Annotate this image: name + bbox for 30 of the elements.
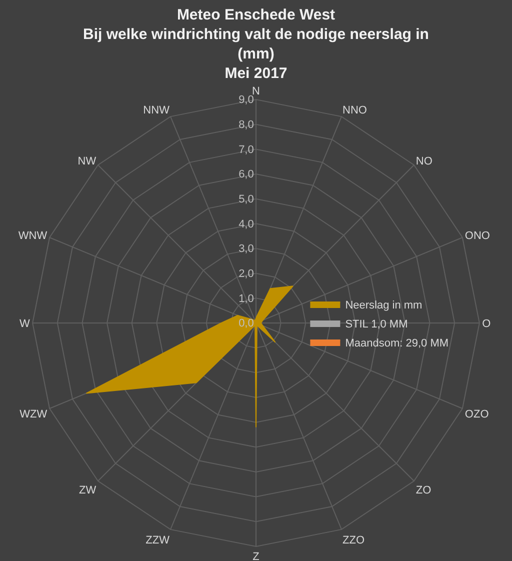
y-tick-label: 7,0 [238,144,254,156]
y-tick-label: 8,0 [238,118,254,131]
y-tick-label: 2,0 [238,268,254,280]
spoke-label: NO [416,155,433,168]
y-tick-label: 6,0 [238,168,254,181]
spoke-label: NNO [342,104,368,117]
spoke-label: ZW [78,484,97,496]
y-tick-label: 0,0 [238,318,254,330]
spoke-label: WZW [20,408,48,420]
spoke-label: NNW [143,104,170,117]
spoke-label: ZO [416,484,432,496]
chart-title: Meteo Enschede West Bij welke windrichting valt de nodige neerslag in (mm) Mei 2017 [83,6,429,82]
legend-label: STIL 1,0 MM [345,318,408,330]
legend-label: Neerslag in mm [345,299,422,312]
spoke-label: W [19,318,30,330]
y-tick-label: 4,0 [238,218,254,230]
spoke-label: ZZO [342,534,365,547]
spoke-label: N [252,86,260,98]
spoke-label: O [482,318,492,330]
spoke-label: WNW [18,230,48,242]
spoke-label: ONO [464,230,490,242]
legend-label: Maandsom: 29,0 MM [345,337,449,350]
y-tick-label: 3,0 [238,243,254,256]
spoke-label: OZO [464,408,490,420]
y-tick-label: 9,0 [238,94,254,106]
y-tick-label: 1,0 [238,292,254,305]
y-tick-label: 5,0 [238,193,254,206]
spoke-label: NW [78,155,97,168]
spoke-label: ZZW [146,534,170,547]
spoke-label: Z [252,551,260,561]
